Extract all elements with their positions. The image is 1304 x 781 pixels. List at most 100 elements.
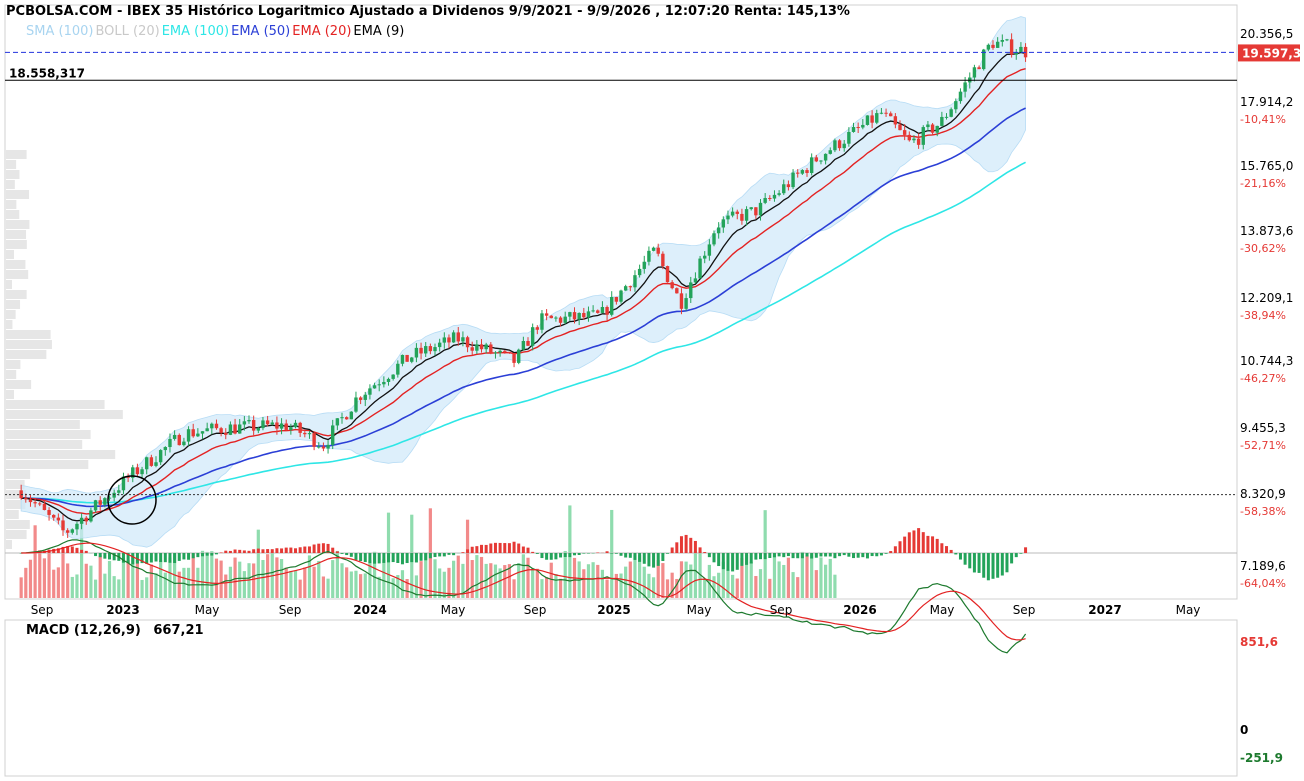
volume-bar xyxy=(610,509,614,598)
candle-body xyxy=(749,207,753,210)
macd-histogram-bar xyxy=(108,553,112,560)
volume-profile-bar xyxy=(6,500,26,509)
macd-histogram-bar xyxy=(559,553,563,558)
volume-bar xyxy=(205,551,209,598)
volume-profile-bar xyxy=(6,380,32,389)
legend-item: EMA (100) xyxy=(161,24,230,39)
macd-histogram-bar xyxy=(512,541,516,554)
volume-bar xyxy=(275,557,279,598)
macd-histogram-bar xyxy=(191,553,195,559)
volume-bar xyxy=(554,573,558,598)
volume-bar xyxy=(368,560,372,598)
candle-body xyxy=(791,172,795,188)
volume-bar xyxy=(772,554,777,598)
volume-bar xyxy=(312,566,316,598)
volume-bar xyxy=(354,570,358,598)
volume-bar xyxy=(707,564,711,598)
time-axis-label: 2026 xyxy=(843,603,876,617)
candle-body xyxy=(1005,39,1009,41)
macd-histogram-bar xyxy=(907,532,911,554)
volume-bar xyxy=(196,567,200,598)
candle-body xyxy=(875,113,879,123)
volume-profile-bar xyxy=(6,270,29,279)
macd-histogram-bar xyxy=(419,553,423,561)
crossover-marker xyxy=(107,475,157,525)
macd-histogram-bar xyxy=(140,553,144,564)
candle-body xyxy=(582,312,586,318)
macd-histogram-bar xyxy=(554,553,558,560)
candle-body xyxy=(763,197,767,203)
macd-histogram-bar xyxy=(996,553,1000,578)
candle-body xyxy=(530,327,535,346)
volume-bar xyxy=(661,563,665,598)
candle-body xyxy=(307,433,312,435)
axes: 20.356,51,79%17.914,2-10,41%15.765,0-21,… xyxy=(31,27,1302,765)
macd-histogram-bar xyxy=(187,553,191,560)
volume-bar xyxy=(121,558,126,598)
volume-bar xyxy=(526,557,530,598)
volume-bar xyxy=(419,561,423,598)
candle-body xyxy=(814,157,819,162)
macd-histogram-bar xyxy=(521,546,525,554)
volume-bar xyxy=(800,551,804,598)
macd-histogram-bar xyxy=(98,553,102,558)
price-axis-value: 9.455,3 xyxy=(1240,421,1286,435)
volume-bar xyxy=(740,558,744,598)
legend-item: EMA (9) xyxy=(353,24,405,39)
macd-line xyxy=(21,539,1027,654)
candle-body xyxy=(758,202,763,216)
macd-histogram-bar xyxy=(1005,553,1009,573)
candle-body xyxy=(382,381,386,385)
price-axis-percent: -21,16% xyxy=(1240,177,1286,190)
candle-body xyxy=(837,140,842,149)
macd-histogram-bar xyxy=(796,553,800,559)
macd-histogram-bar xyxy=(726,553,730,571)
macd-histogram-bar xyxy=(298,547,302,554)
price-axis-percent: -58,38% xyxy=(1240,505,1286,518)
macd-histogram-bar xyxy=(400,553,404,565)
macd-histogram-bar xyxy=(466,549,470,554)
macd-histogram-bar xyxy=(503,543,507,554)
volume-bar xyxy=(214,558,219,598)
candle-body xyxy=(889,113,893,117)
candle-body xyxy=(210,423,214,429)
candle-body xyxy=(628,286,633,288)
macd-histogram-bar xyxy=(656,553,660,566)
volume-bar xyxy=(38,550,42,598)
macd-histogram-bar xyxy=(972,553,976,573)
macd-histogram-bar xyxy=(545,553,549,560)
macd-histogram-bar xyxy=(368,553,372,564)
macd-histogram-bar xyxy=(75,547,79,554)
price-axis-value: 12.209,1 xyxy=(1240,291,1293,305)
volume-bar xyxy=(303,567,307,598)
candle-body xyxy=(107,497,112,499)
candle-body xyxy=(140,469,144,475)
volume-bar xyxy=(252,563,256,598)
volume-profile-bar xyxy=(6,400,105,409)
candle-body xyxy=(145,457,149,470)
reference-lines: 18.558,317 xyxy=(5,51,1237,525)
volume-bar xyxy=(112,576,116,598)
candle-body xyxy=(679,293,684,309)
macd-histogram-bar xyxy=(480,544,484,554)
macd-histogram-bar xyxy=(70,546,74,554)
candle-body xyxy=(437,342,442,348)
candle-body xyxy=(684,298,688,309)
candle-body xyxy=(93,500,98,511)
candle-body xyxy=(856,127,860,129)
macd-histogram-bar xyxy=(605,551,609,554)
volume-bar xyxy=(56,567,60,598)
macd-histogram-bar xyxy=(982,553,986,578)
candle-body xyxy=(544,313,549,316)
candle-body xyxy=(842,143,846,149)
candle-body xyxy=(238,424,242,434)
candle-body xyxy=(349,411,354,420)
volume-bar xyxy=(586,564,591,598)
candle-body xyxy=(354,397,358,412)
macd-histogram-bar xyxy=(438,553,442,557)
candle-body xyxy=(410,357,414,362)
macd-histogram-bar xyxy=(345,553,349,556)
candle-body xyxy=(526,340,530,346)
macd-histogram-bar xyxy=(405,553,409,564)
macd-histogram-bar xyxy=(359,553,363,562)
